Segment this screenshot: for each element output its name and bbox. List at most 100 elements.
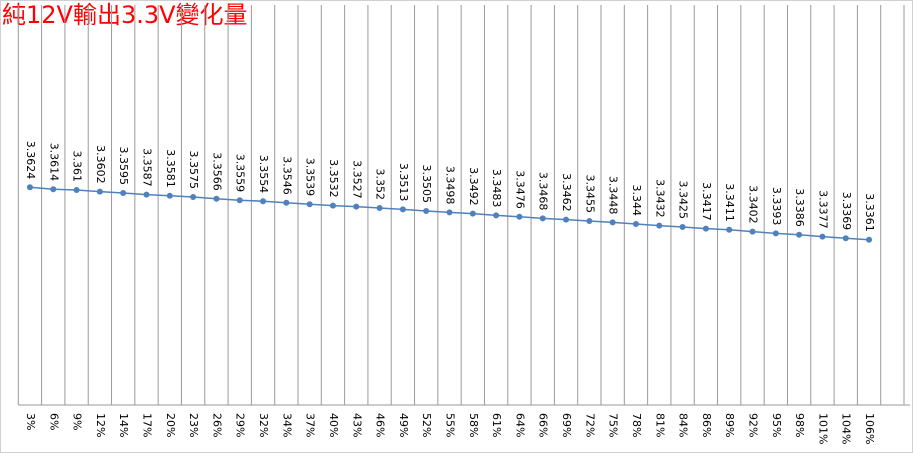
data-label: 3.3546 (280, 156, 293, 195)
data-point (586, 218, 593, 224)
data-label: 3.3587 (140, 148, 153, 187)
data-label: 3.3532 (327, 159, 340, 198)
data-point (796, 231, 803, 238)
data-label: 3.3417 (700, 182, 713, 221)
x-tick-label: 75% (607, 413, 620, 437)
data-point (516, 213, 523, 220)
x-tick-label: 84% (677, 413, 690, 437)
data-point (96, 188, 103, 195)
data-point (399, 206, 406, 213)
x-tick-label: 78% (630, 413, 643, 437)
data-label: 3.3455 (583, 175, 596, 214)
data-point (423, 208, 430, 214)
data-point (866, 236, 873, 243)
data-label: 3.3462 (560, 173, 573, 212)
data-point (50, 186, 57, 193)
x-tick-label: 26% (210, 413, 223, 437)
x-tick-label: 17% (140, 413, 153, 437)
data-label: 3.3624 (24, 141, 37, 180)
data-point (120, 190, 127, 196)
data-label: 3.3614 (47, 143, 60, 182)
data-label: 3.3575 (187, 151, 200, 190)
data-label: 3.3393 (770, 187, 783, 226)
data-label: 3.3566 (210, 152, 223, 191)
x-tick-label: 29% (234, 413, 247, 437)
x-tick-label: 32% (257, 413, 270, 437)
data-point (213, 195, 220, 202)
x-tick-label: 40% (327, 413, 340, 437)
data-label: 3.3483 (490, 169, 503, 208)
data-point (469, 210, 476, 217)
data-label: 3.3468 (537, 172, 550, 211)
data-label: 3.3361 (863, 193, 876, 232)
data-label: 3.3386 (793, 188, 806, 227)
data-point (679, 224, 686, 230)
data-point (819, 233, 826, 240)
x-tick-label: 52% (420, 413, 433, 437)
data-point (166, 192, 173, 199)
data-label: 3.3505 (420, 165, 433, 204)
x-tick-label: 34% (280, 413, 293, 437)
x-tick-label: 86% (700, 413, 713, 437)
data-point (329, 202, 336, 209)
data-point (726, 226, 733, 233)
data-point (446, 209, 453, 216)
x-tick-label: 72% (583, 413, 596, 437)
data-point (563, 216, 570, 223)
data-point (702, 225, 709, 232)
x-tick-label: 43% (350, 413, 363, 437)
data-point (353, 203, 360, 210)
data-point (306, 201, 313, 208)
x-tick-label: 14% (117, 413, 130, 437)
data-point (842, 235, 849, 242)
data-label: 3.352 (374, 169, 387, 201)
data-point (632, 221, 639, 227)
x-tick-label: 3% (24, 413, 37, 430)
data-label: 3.3513 (397, 163, 410, 202)
data-label: 3.3476 (513, 170, 526, 209)
data-point (493, 212, 500, 219)
x-tick-label: 104% (840, 413, 853, 444)
data-point (26, 184, 33, 191)
data-label: 3.3377 (816, 190, 829, 229)
data-label: 3.3554 (257, 155, 270, 194)
x-tick-label: 55% (444, 413, 457, 437)
data-label: 3.3602 (94, 145, 107, 184)
data-point (609, 219, 616, 226)
x-tick-label: 69% (560, 413, 573, 437)
x-tick-label: 101% (816, 413, 829, 444)
data-label: 3.3595 (117, 147, 130, 186)
x-tick-label: 46% (374, 413, 387, 437)
data-point (656, 222, 663, 229)
data-point (73, 187, 80, 193)
data-point (539, 215, 546, 222)
data-point (772, 230, 779, 237)
data-label: 3.3402 (747, 185, 760, 224)
data-label: 3.3425 (677, 181, 690, 220)
x-tick-label: 6% (47, 413, 60, 430)
x-tick-label: 20% (164, 413, 177, 437)
x-tick-label: 61% (490, 413, 503, 437)
x-tick-label: 92% (747, 413, 760, 437)
data-point (749, 228, 756, 235)
x-tick-label: 12% (94, 413, 107, 437)
data-point (190, 194, 197, 200)
x-tick-label: 106% (863, 413, 876, 444)
x-tick-label: 49% (397, 413, 410, 437)
x-tick-label: 81% (653, 413, 666, 437)
data-label: 3.3498 (444, 166, 457, 205)
data-label: 3.3539 (304, 158, 317, 197)
x-tick-label: 23% (187, 413, 200, 437)
x-tick-label: 58% (467, 413, 480, 437)
data-label: 3.3448 (607, 176, 620, 215)
data-point (260, 198, 267, 205)
x-tick-label: 98% (793, 413, 806, 437)
data-label: 3.3432 (653, 179, 666, 218)
data-point (236, 197, 243, 204)
data-point (143, 191, 150, 198)
x-tick-label: 37% (304, 413, 317, 437)
x-tick-label: 95% (770, 413, 783, 437)
data-label: 3.3369 (840, 192, 853, 231)
